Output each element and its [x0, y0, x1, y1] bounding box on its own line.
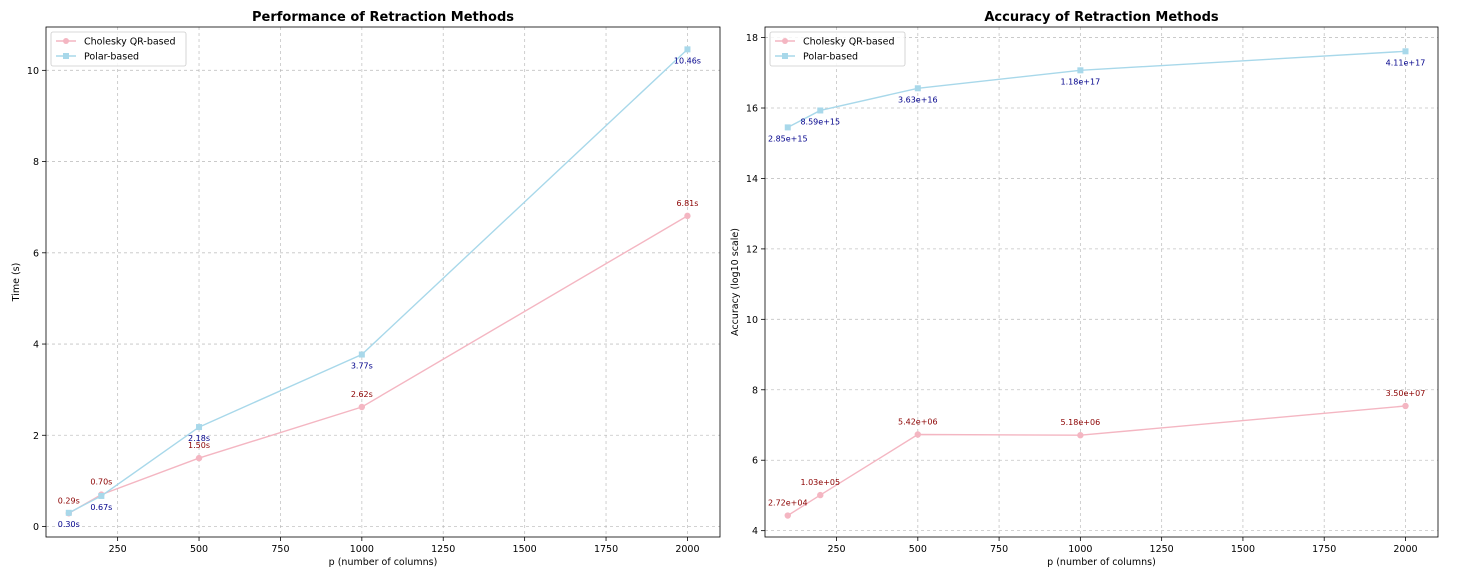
y-tick-label: 8	[33, 157, 39, 168]
data-label: 1.03e+05	[800, 478, 840, 487]
x-tick-label: 1500	[1231, 544, 1255, 555]
legend-label: Cholesky QR-based	[84, 37, 176, 48]
x-tick-label: 2000	[675, 544, 699, 555]
series-cholesky: 0.29s 0.70s 1.50s 2.62s 6.81s	[58, 199, 698, 517]
series-polar: 2.85e+15 8.59e+15 3.63e+16 1.18e+17 4.11e+17	[768, 48, 1425, 143]
legend-label: Polar-based	[803, 52, 858, 63]
accuracy-chart: 250 500 750 1000 1250 1500 1750 2000 4 6 8 10 12 14 16…	[730, 10, 1439, 568]
data-label: 8.59e+15	[800, 117, 840, 126]
series-line	[68, 48, 688, 514]
plot-frame	[764, 26, 1439, 538]
data-label: 10.46s	[674, 56, 701, 65]
data-point	[195, 454, 203, 462]
x-tick-label: 500	[190, 544, 208, 555]
data-label: 5.18e+06	[1061, 418, 1101, 427]
data-label: 0.30s	[58, 520, 80, 529]
x-axis-label: p (number of columns)	[329, 557, 438, 568]
y-tick-label: 4	[752, 526, 758, 537]
data-point	[784, 512, 791, 519]
x-tick-label: 1250	[1150, 544, 1174, 555]
data-label: 1.50s	[188, 441, 210, 450]
y-tick-label: 10	[746, 315, 758, 326]
data-point	[196, 424, 203, 431]
data-point	[817, 107, 824, 114]
legend-box	[50, 31, 187, 67]
x-tick-label: 1000	[1068, 544, 1092, 555]
legend-marker	[782, 53, 788, 59]
y-tick-label: 8	[752, 385, 758, 396]
data-point	[914, 85, 921, 92]
y-tick-label: 4	[33, 340, 39, 351]
data-point	[358, 351, 365, 358]
x-tick-label: 750	[271, 544, 289, 555]
legend: Cholesky QR-based Polar-based	[769, 31, 906, 67]
y-tick-label: 6	[752, 456, 758, 467]
data-point	[1402, 402, 1409, 410]
x-tick-label: 500	[909, 544, 927, 555]
data-label: 0.67s	[90, 503, 112, 512]
legend-marker	[63, 53, 69, 59]
data-point	[98, 492, 105, 499]
chart-title: Accuracy of Retraction Methods	[984, 10, 1219, 25]
performance-chart: 250 500 750 1000 1250 1500 1750 2000 0 2 4 6 8 10 Perf…	[11, 10, 721, 568]
data-label: 6.81s	[676, 199, 698, 208]
data-label: 2.62s	[351, 390, 373, 399]
chart-title: Performance of Retraction Methods	[252, 10, 514, 25]
data-label: 4.11e+17	[1386, 58, 1426, 67]
y-tick-label: 0	[33, 522, 39, 533]
x-tick-label: 1750	[594, 544, 618, 555]
series-polar: 0.30s 0.67s 2.18s 3.77s 10.46s	[58, 46, 701, 529]
y-tick-label: 18	[746, 33, 758, 44]
data-label: 3.77s	[351, 362, 373, 371]
data-label: 1.18e+17	[1061, 77, 1101, 86]
data-point	[684, 46, 691, 53]
legend-label: Polar-based	[84, 52, 139, 63]
data-point	[817, 491, 824, 499]
x-tick-label: 250	[109, 544, 127, 555]
data-point	[1077, 67, 1084, 74]
y-tick-label: 6	[33, 248, 39, 259]
x-tick-label: 1250	[431, 544, 455, 555]
series-line	[68, 215, 688, 514]
x-tick-label: 250	[827, 544, 845, 555]
y-axis-label: Accuracy (log10 scale)	[730, 228, 741, 336]
y-tick-label: 14	[746, 174, 758, 185]
legend-marker	[782, 38, 788, 44]
x-tick-label: 1500	[513, 544, 537, 555]
x-tick-label: 1750	[1312, 544, 1336, 555]
data-label: 5.42e+06	[898, 418, 938, 427]
data-label: 0.29s	[58, 496, 80, 505]
y-tick-label: 16	[746, 104, 758, 115]
legend-label: Cholesky QR-based	[803, 37, 895, 48]
data-label: 0.70s	[90, 478, 112, 487]
data-point	[65, 509, 72, 516]
y-tick-label: 12	[746, 244, 758, 255]
data-label: 3.50e+07	[1386, 389, 1426, 398]
y-tick-label: 10	[27, 66, 39, 77]
data-label: 3.63e+16	[898, 95, 938, 104]
data-point	[784, 124, 791, 131]
x-tick-label: 2000	[1393, 544, 1417, 555]
data-point	[1402, 48, 1409, 55]
x-tick-label: 1000	[350, 544, 374, 555]
y-tick-label: 2	[33, 431, 39, 442]
legend-box	[769, 31, 906, 67]
data-point	[358, 403, 366, 411]
x-axis-label: p (number of columns)	[1047, 557, 1156, 568]
series-cholesky: 2.72e+04 1.03e+05 5.42e+06 5.18e+06 3.50e+07	[768, 389, 1425, 519]
plot-frame	[45, 26, 721, 538]
legend-marker	[63, 38, 69, 44]
data-point	[914, 431, 922, 438]
data-label: 2.18s	[188, 434, 210, 443]
y-axis-label: Time (s)	[11, 263, 22, 303]
legend: Cholesky QR-based Polar-based	[50, 31, 187, 67]
x-tick-label: 750	[990, 544, 1008, 555]
data-point	[684, 212, 691, 220]
data-label: 2.85e+15	[768, 134, 808, 143]
data-label: 2.72e+04	[768, 499, 808, 508]
data-point	[1077, 432, 1084, 439]
